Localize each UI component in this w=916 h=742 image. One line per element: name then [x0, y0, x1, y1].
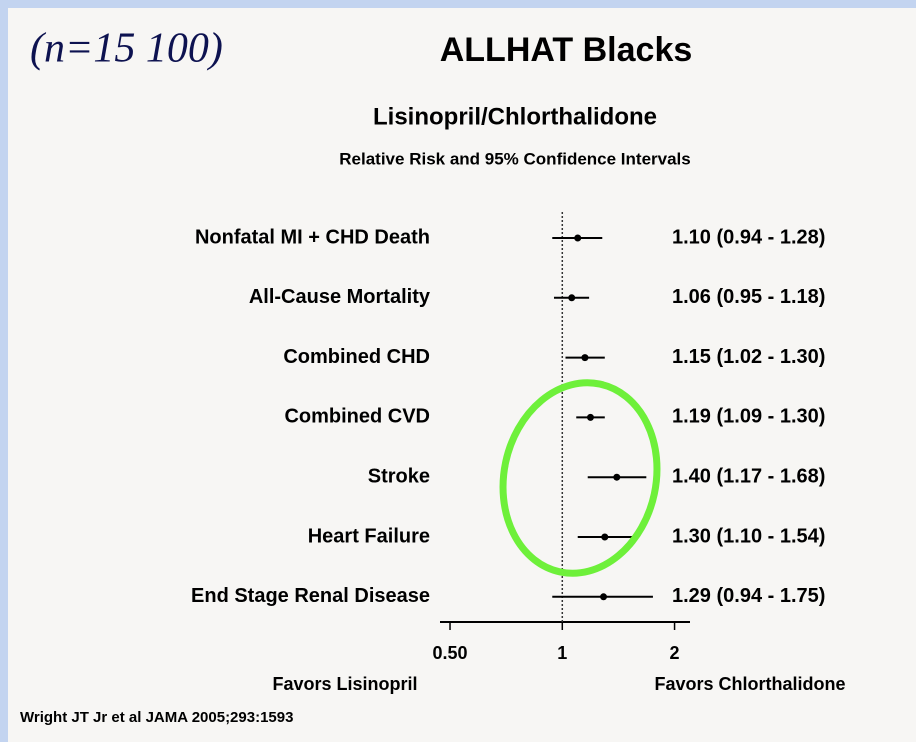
x-left-label: Favors Lisinopril	[272, 674, 417, 694]
chart-title: ALLHAT Blacks	[440, 31, 693, 69]
value-label: 1.29 (0.94 - 1.75)	[672, 585, 825, 607]
source: Wright JT Jr et al JAMA 2005;293:1593	[20, 709, 293, 726]
point	[613, 473, 621, 481]
category-label: Combined CHD	[283, 346, 430, 368]
value-label: 1.19 (1.09 - 1.30)	[672, 406, 825, 428]
point	[600, 593, 608, 601]
x-tick-label: 0.50	[432, 643, 467, 663]
category-label: All-Cause Mortality	[249, 286, 431, 308]
category-label: Stroke	[368, 465, 430, 487]
annotation: (n=15 100)	[30, 26, 223, 72]
point	[581, 354, 589, 362]
value-label: 1.10 (0.94 - 1.28)	[672, 226, 825, 248]
x-right-label: Favors Chlorthalidone	[654, 674, 845, 694]
category-label: Combined CVD	[284, 406, 430, 428]
subtitle: Lisinopril/Chlorthalidone	[373, 103, 657, 130]
value-label: 1.06 (0.95 - 1.18)	[672, 286, 825, 308]
category-label: End Stage Renal Disease	[191, 585, 430, 607]
x-tick-label: 2	[670, 643, 680, 663]
value-label: 1.15 (1.02 - 1.30)	[672, 346, 825, 368]
slide	[8, 8, 916, 742]
highlight	[499, 379, 661, 577]
value-label: 1.40 (1.17 - 1.68)	[672, 465, 825, 487]
axis-title: Relative Risk and 95% Confidence Interva…	[339, 149, 690, 168]
point	[586, 413, 594, 421]
point	[601, 533, 609, 541]
x-tick-label: 1	[557, 643, 567, 663]
category-label: Heart Failure	[308, 525, 430, 547]
point	[568, 294, 576, 302]
category-label: Nonfatal MI + CHD Death	[195, 226, 430, 248]
point	[574, 234, 582, 242]
value-label: 1.30 (1.10 - 1.54)	[672, 525, 825, 547]
